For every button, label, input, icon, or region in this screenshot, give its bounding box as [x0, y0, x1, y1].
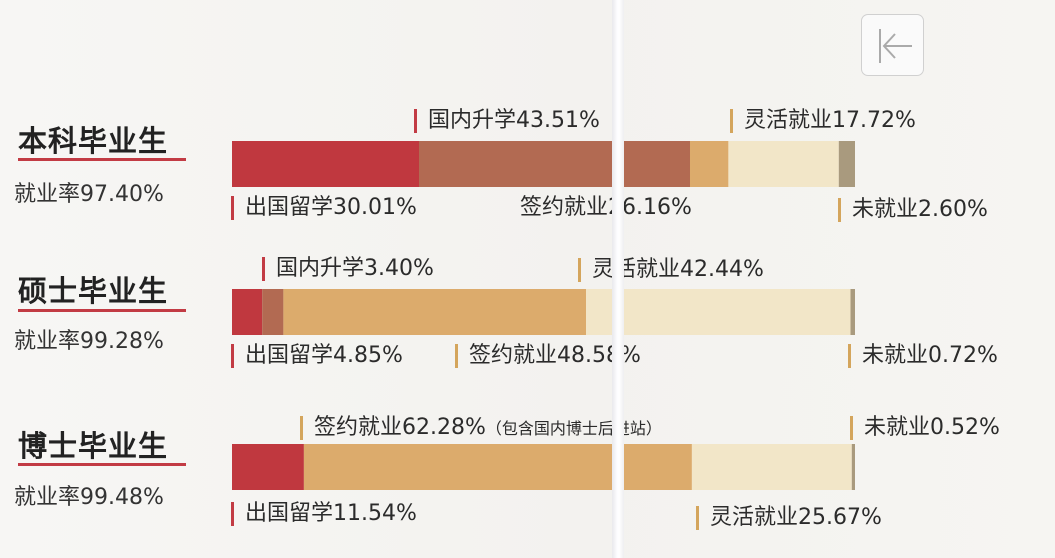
data-label-0-3: 灵活就业17.72% [730, 106, 916, 136]
bar-segment-1-4 [850, 289, 855, 335]
bar-segment-0-4 [838, 141, 855, 187]
bar-segment-1-2 [283, 289, 587, 335]
data-label-text: 签约就业62.28% [314, 415, 486, 440]
employment-rate-0: 就业率97.40% [14, 182, 164, 207]
data-label-0-2: 签约就业26.16% [506, 193, 692, 223]
bar-segment-2-2 [691, 444, 852, 490]
data-label-2-0: 出国留学11.54% [231, 499, 417, 529]
back-button[interactable] [861, 14, 924, 76]
bar-segment-1-0 [232, 289, 263, 335]
bar-segment-0-0 [232, 141, 419, 187]
data-label-note: （包含国内博士后进站） [485, 419, 662, 438]
data-label-text: 未就业2.60% [852, 197, 988, 222]
data-label-text: 出国留学30.01% [245, 195, 417, 220]
group-title-2: 博士毕业生 [18, 429, 169, 463]
bar-segment-0-2 [690, 141, 729, 187]
employment-rate-1: 就业率99.28% [14, 329, 164, 354]
data-label-text: 出国留学11.54% [245, 501, 417, 526]
data-label-0-1: 国内升学43.51% [414, 106, 600, 136]
bar-segment-2-3 [851, 444, 855, 490]
data-label-text: 国内升学43.51% [428, 108, 600, 133]
data-label-1-4: 未就业0.72% [848, 341, 998, 371]
data-label-text: 出国留学4.85% [245, 343, 403, 368]
title-underline-0 [18, 158, 186, 161]
arrow-left-to-bar-icon [879, 29, 912, 63]
data-label-2-3: 未就业0.52% [850, 413, 1000, 443]
data-label-text: 未就业0.52% [864, 415, 1000, 440]
group-title-0: 本科毕业生 [18, 124, 169, 158]
bar-segment-2-0 [232, 444, 304, 490]
data-label-1-0: 出国留学4.85% [231, 341, 403, 371]
data-label-text: 国内升学3.40% [276, 256, 434, 281]
data-label-2-1: 签约就业62.28%（包含国内博士后进站） [300, 413, 662, 443]
page-fold-gutter [612, 0, 624, 558]
bar-segment-1-3 [586, 289, 851, 335]
bar-segment-2-1 [303, 444, 692, 490]
title-underline-1 [18, 309, 186, 312]
group-title-1: 硕士毕业生 [18, 274, 169, 308]
data-label-0-0: 出国留学30.01% [231, 193, 417, 223]
data-label-0-4: 未就业2.60% [838, 195, 988, 225]
data-label-text: 未就业0.72% [862, 343, 998, 368]
bar-segment-0-1 [419, 141, 691, 187]
data-label-text: 灵活就业17.72% [744, 108, 916, 133]
data-label-2-2: 灵活就业25.67% [696, 503, 882, 533]
data-label-1-3: 灵活就业42.44% [578, 255, 764, 285]
title-underline-2 [18, 463, 186, 466]
data-label-text: 签约就业26.16% [520, 195, 692, 220]
bar-segment-1-1 [262, 289, 284, 335]
employment-rate-2: 就业率99.48% [14, 485, 164, 510]
bar-segment-0-3 [728, 141, 839, 187]
data-label-1-1: 国内升学3.40% [262, 254, 434, 284]
data-label-text: 灵活就业25.67% [710, 505, 882, 530]
